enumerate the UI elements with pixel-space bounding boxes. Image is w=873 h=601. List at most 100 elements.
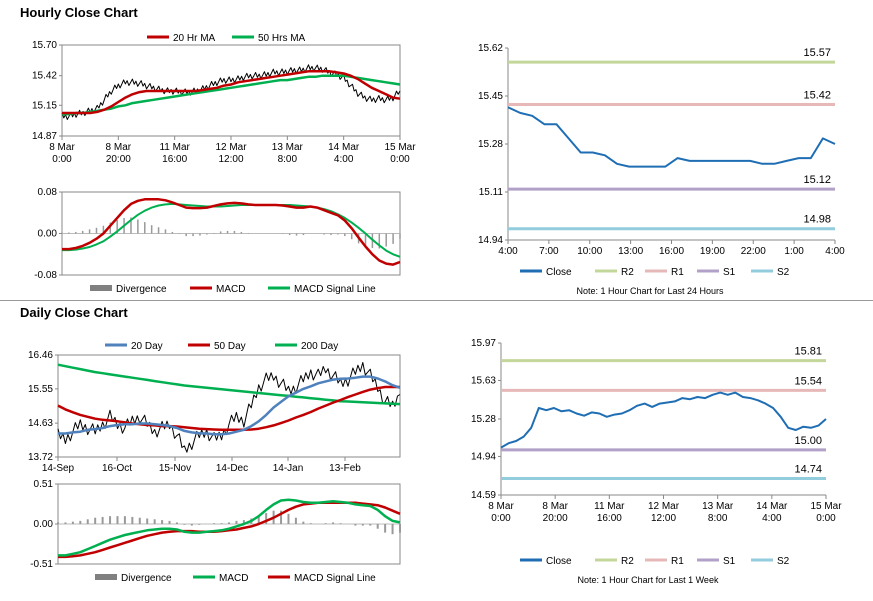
legend-label: MACD	[219, 573, 248, 584]
y-tick-label: 14.87	[32, 131, 57, 142]
x-tick-label: 15 Mar	[384, 142, 416, 153]
x-tick-label: 12 Mar	[648, 501, 680, 512]
y-tick-label: 14.59	[471, 490, 496, 501]
x-tick-label: 0:00	[491, 513, 511, 524]
x-tick-label: 20:00	[106, 154, 131, 165]
x-tick-label: 13 Mar	[272, 142, 304, 153]
y-tick-label: 15.62	[478, 43, 503, 54]
x-tick-label: 13 Mar	[702, 501, 734, 512]
y-tick-label: 0.00	[38, 229, 58, 240]
x-tick-label: 4:00	[334, 154, 354, 165]
x-tick-label: 12:00	[651, 513, 676, 524]
legend-label: R2	[621, 267, 634, 278]
legend-label: R2	[621, 556, 634, 567]
x-tick-label: 0:00	[52, 154, 72, 165]
x-tick-label: 4:00	[825, 246, 845, 257]
x-tick-label: 7:00	[539, 246, 559, 257]
legend-swatch	[95, 574, 117, 580]
y-tick-label: 14.94	[478, 235, 503, 246]
y-tick-label: 16.46	[28, 350, 53, 361]
level-label-s1: 15.12	[803, 174, 831, 186]
x-tick-label: 13:00	[618, 246, 643, 257]
legend-label: Divergence	[116, 284, 167, 295]
x-tick-label: 11 Mar	[594, 501, 625, 512]
x-tick-label: 4:00	[498, 246, 518, 257]
daily-section-title: Daily Close Chart	[20, 305, 128, 320]
legend-label: Close	[546, 556, 572, 567]
hourly-ma20-series	[62, 70, 401, 115]
y-tick-label: 15.70	[32, 40, 57, 51]
y-tick-label: 15.11	[479, 187, 504, 198]
legend-label: 20 Hr MA	[173, 33, 216, 44]
y-tick-label: 0.08	[38, 187, 58, 198]
daily-ma200-series	[57, 363, 401, 406]
x-tick-label: 14-Jan	[273, 463, 304, 474]
y-tick-label: 15.28	[478, 139, 503, 150]
y-tick-label: 14.63	[28, 418, 53, 429]
y-tick-label: 15.42	[32, 71, 57, 82]
y-tick-label: -0.51	[30, 559, 53, 570]
daily-price-plot-area	[57, 354, 401, 458]
legend-label: MACD Signal Line	[294, 284, 376, 295]
y-tick-label: -0.08	[34, 270, 57, 281]
y-tick-label: 15.28	[471, 414, 496, 425]
legend-label: 20 Day	[131, 341, 163, 352]
legend-label: MACD Signal Line	[294, 573, 376, 584]
x-tick-label: 16:00	[597, 513, 622, 524]
x-tick-label: 8:00	[278, 154, 298, 165]
x-tick-label: 16:00	[659, 246, 684, 257]
hourly-ma50-series	[62, 74, 401, 116]
x-tick-label: 14-Sep	[42, 463, 75, 474]
y-tick-label: 0.00	[34, 519, 54, 530]
level-label-r2: 15.81	[794, 346, 822, 358]
x-tick-label: 1:00	[784, 246, 804, 257]
x-tick-label: 4:00	[762, 513, 782, 524]
hourly-macd-series	[62, 198, 401, 266]
legend-label: S1	[723, 267, 736, 278]
x-tick-label: 14 Mar	[328, 142, 360, 153]
x-tick-label: 16-Oct	[102, 463, 132, 474]
y-tick-label: 15.63	[471, 375, 496, 386]
legend-label: S2	[777, 556, 790, 567]
daily-close-series	[57, 362, 401, 453]
y-tick-label: 13.72	[28, 452, 53, 463]
hourly-close-series	[61, 64, 401, 120]
x-tick-label: 19:00	[700, 246, 725, 257]
legend-label: S1	[723, 556, 736, 567]
x-tick-label: 15-Nov	[159, 463, 191, 474]
daily-ma50-series	[57, 385, 400, 432]
legend-swatch	[90, 285, 112, 291]
x-tick-label: 20:00	[543, 513, 568, 524]
x-tick-label: 11 Mar	[159, 142, 190, 153]
x-tick-label: 8 Mar	[106, 142, 132, 153]
y-tick-label: 14.94	[471, 451, 496, 462]
level-label-r1: 15.54	[794, 375, 822, 387]
level-label-r2: 15.57	[803, 47, 831, 59]
x-tick-label: 14-Dec	[216, 463, 248, 474]
y-tick-label: 15.97	[471, 338, 496, 349]
legend-label: Close	[546, 267, 572, 278]
x-tick-label: 15 Mar	[810, 501, 842, 512]
y-tick-label: 15.15	[32, 100, 57, 111]
x-tick-label: 12:00	[218, 154, 243, 165]
level-label-s2: 14.74	[794, 463, 822, 475]
legend-label: 50 Hrs MA	[258, 33, 306, 44]
x-tick-label: 13-Feb	[329, 463, 361, 474]
x-tick-label: 12 Mar	[215, 142, 247, 153]
x-tick-label: 0:00	[816, 513, 836, 524]
y-tick-label: 15.45	[478, 91, 503, 102]
chart-note: Note: 1 Hour Chart for Last 1 Week	[578, 575, 719, 585]
close-series	[507, 106, 836, 168]
hourly-signal-series	[62, 202, 401, 258]
daily-macd-series	[58, 498, 401, 557]
x-tick-label: 22:00	[741, 246, 766, 257]
level-label-s2: 14.98	[803, 214, 831, 226]
x-tick-label: 16:00	[162, 154, 187, 165]
x-tick-label: 0:00	[390, 154, 410, 165]
close-series	[500, 391, 827, 449]
y-tick-label: 15.55	[28, 384, 53, 395]
x-tick-label: 8 Mar	[49, 142, 75, 153]
x-tick-label: 8 Mar	[542, 501, 568, 512]
x-tick-label: 8 Mar	[488, 501, 514, 512]
